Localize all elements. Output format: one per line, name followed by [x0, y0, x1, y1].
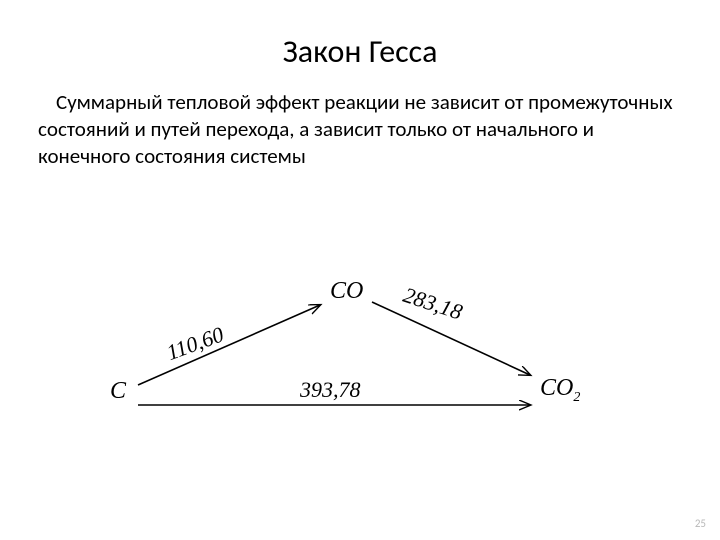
node-c: C	[110, 378, 126, 405]
page-title: Закон Гесса	[0, 0, 720, 89]
edge-label-2: 393,78	[300, 377, 361, 403]
node-co2: CO2	[540, 375, 580, 406]
page-number: 25	[695, 517, 706, 530]
node-co: CO	[330, 278, 363, 305]
body-paragraph: Суммарный тепловой эффект реакции не зав…	[0, 89, 720, 170]
hess-law-diagram: CCOCO2 110,60283,18393,78	[110, 260, 600, 450]
